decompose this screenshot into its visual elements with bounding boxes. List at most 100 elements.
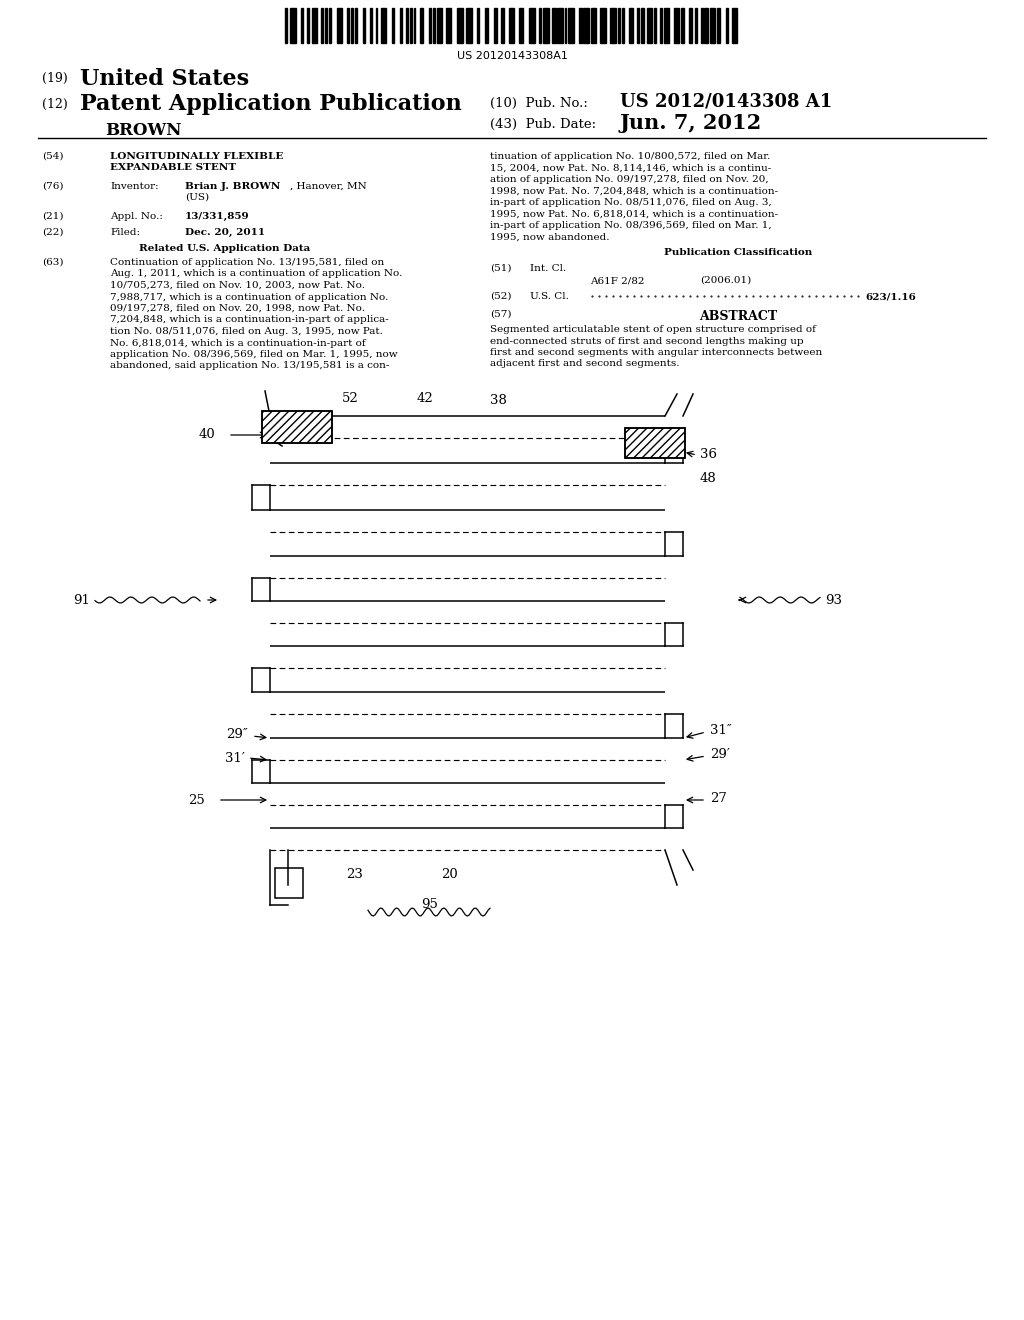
Text: (22): (22) [42,228,63,238]
Text: Related U.S. Application Data: Related U.S. Application Data [139,244,310,253]
Bar [557,8,563,44]
Text: 52: 52 [342,392,358,405]
Bar [290,8,296,44]
Text: 25: 25 [188,793,205,807]
Bar [355,8,357,44]
Text: Int. Cl.: Int. Cl. [530,264,566,273]
Text: EXPANDABLE STENT: EXPANDABLE STENT [110,162,237,172]
Bar [433,8,435,44]
Text: 91: 91 [73,594,90,606]
Bar [647,8,652,44]
Text: in-part of application No. 08/511,076, filed on Aug. 3,: in-part of application No. 08/511,076, f… [490,198,772,207]
Bar [519,8,523,44]
Bar [580,8,582,44]
Bar [600,8,606,44]
Bar [322,8,324,44]
Text: tion No. 08/511,076, filed on Aug. 3, 1995, now Pat.: tion No. 08/511,076, filed on Aug. 3, 19… [110,327,383,337]
Text: 10/705,273, filed on Nov. 10, 2003, now Pat. No.: 10/705,273, filed on Nov. 10, 2003, now … [110,281,365,290]
Text: abandoned, said application No. 13/195,581 is a con-: abandoned, said application No. 13/195,5… [110,362,389,371]
Text: 31″: 31″ [710,723,732,737]
Bar [400,8,402,44]
Bar [552,8,556,44]
Bar [710,8,715,44]
Text: (51): (51) [490,264,512,273]
Text: 1995, now Pat. No. 6,818,014, which is a continuation-: 1995, now Pat. No. 6,818,014, which is a… [490,210,778,219]
Text: (19): (19) [42,73,68,84]
Bar [306,8,309,44]
Bar [477,8,479,44]
Bar [568,8,573,44]
Text: LONGITUDINALLY FLEXIBLE: LONGITUDINALLY FLEXIBLE [110,152,284,161]
Text: 1995, now abandoned.: 1995, now abandoned. [490,232,609,242]
Text: No. 6,818,014, which is a continuation-in-part of: No. 6,818,014, which is a continuation-i… [110,338,366,347]
Text: Aug. 1, 2011, which is a continuation of application No.: Aug. 1, 2011, which is a continuation of… [110,269,402,279]
Text: United States: United States [80,69,249,90]
Text: , Hanover, MN: , Hanover, MN [290,182,367,191]
Bar [717,8,720,44]
Bar [731,8,737,44]
Bar [410,8,412,44]
Bar [337,8,342,44]
Text: 27: 27 [710,792,727,804]
Text: (43)  Pub. Date:: (43) Pub. Date: [490,117,596,131]
Text: (21): (21) [42,213,63,220]
Text: BROWN: BROWN [105,121,181,139]
Bar [285,8,287,44]
Text: first and second segments with angular interconnects between: first and second segments with angular i… [490,348,822,356]
Text: US 20120143308A1: US 20120143308A1 [457,51,567,61]
Bar [675,8,679,44]
Bar [501,8,504,44]
Text: adjacent first and second segments.: adjacent first and second segments. [490,359,680,368]
Bar [660,8,662,44]
Text: Filed:: Filed: [110,228,140,238]
Bar [326,8,328,44]
Bar [414,8,415,44]
Bar [654,8,655,44]
Text: in-part of application No. 08/396,569, filed on Mar. 1,: in-part of application No. 08/396,569, f… [490,220,772,230]
Text: 1998, now Pat. No. 7,204,848, which is a continuation-: 1998, now Pat. No. 7,204,848, which is a… [490,186,778,195]
Text: 38: 38 [490,393,507,407]
Text: (76): (76) [42,182,63,191]
Text: (10)  Pub. No.:: (10) Pub. No.: [490,96,588,110]
Text: (12): (12) [42,98,68,111]
Bar [350,8,353,44]
Bar [262,411,332,444]
Bar [406,8,408,44]
Bar [529,8,535,44]
Bar [625,428,685,458]
Bar [610,8,616,44]
Bar [494,8,498,44]
Bar [301,8,303,44]
Bar [466,8,472,44]
Text: Jun. 7, 2012: Jun. 7, 2012 [620,114,762,133]
Text: application No. 08/396,569, filed on Mar. 1, 1995, now: application No. 08/396,569, filed on Mar… [110,350,397,359]
Bar [262,411,332,444]
Text: ation of application No. 09/197,278, filed on Nov. 20,: ation of application No. 09/197,278, fil… [490,176,769,183]
Bar [445,8,452,44]
Bar [591,8,596,44]
Text: Appl. No.:: Appl. No.: [110,213,163,220]
Text: 29″: 29″ [226,727,248,741]
Text: 15, 2004, now Pat. No. 8,114,146, which is a continu-: 15, 2004, now Pat. No. 8,114,146, which … [490,164,771,173]
Text: Dec. 20, 2011: Dec. 20, 2011 [185,228,265,238]
Text: 20: 20 [441,869,459,880]
Bar [420,8,423,44]
Text: 93: 93 [825,594,842,606]
Bar [726,8,728,44]
Text: ABSTRACT: ABSTRACT [699,310,777,323]
Text: Patent Application Publication: Patent Application Publication [80,92,462,115]
Text: end-connected struts of first and second lengths making up: end-connected struts of first and second… [490,337,804,346]
Bar [584,8,589,44]
Bar [370,8,372,44]
Bar [329,8,332,44]
Text: Continuation of application No. 13/195,581, filed on: Continuation of application No. 13/195,5… [110,257,384,267]
Bar [457,8,463,44]
Bar [688,8,692,44]
Text: 95: 95 [422,898,438,911]
Bar [637,8,639,44]
Bar [665,8,669,44]
Text: (52): (52) [490,292,512,301]
Bar [436,8,442,44]
Text: (54): (54) [42,152,63,161]
Text: (63): (63) [42,257,63,267]
